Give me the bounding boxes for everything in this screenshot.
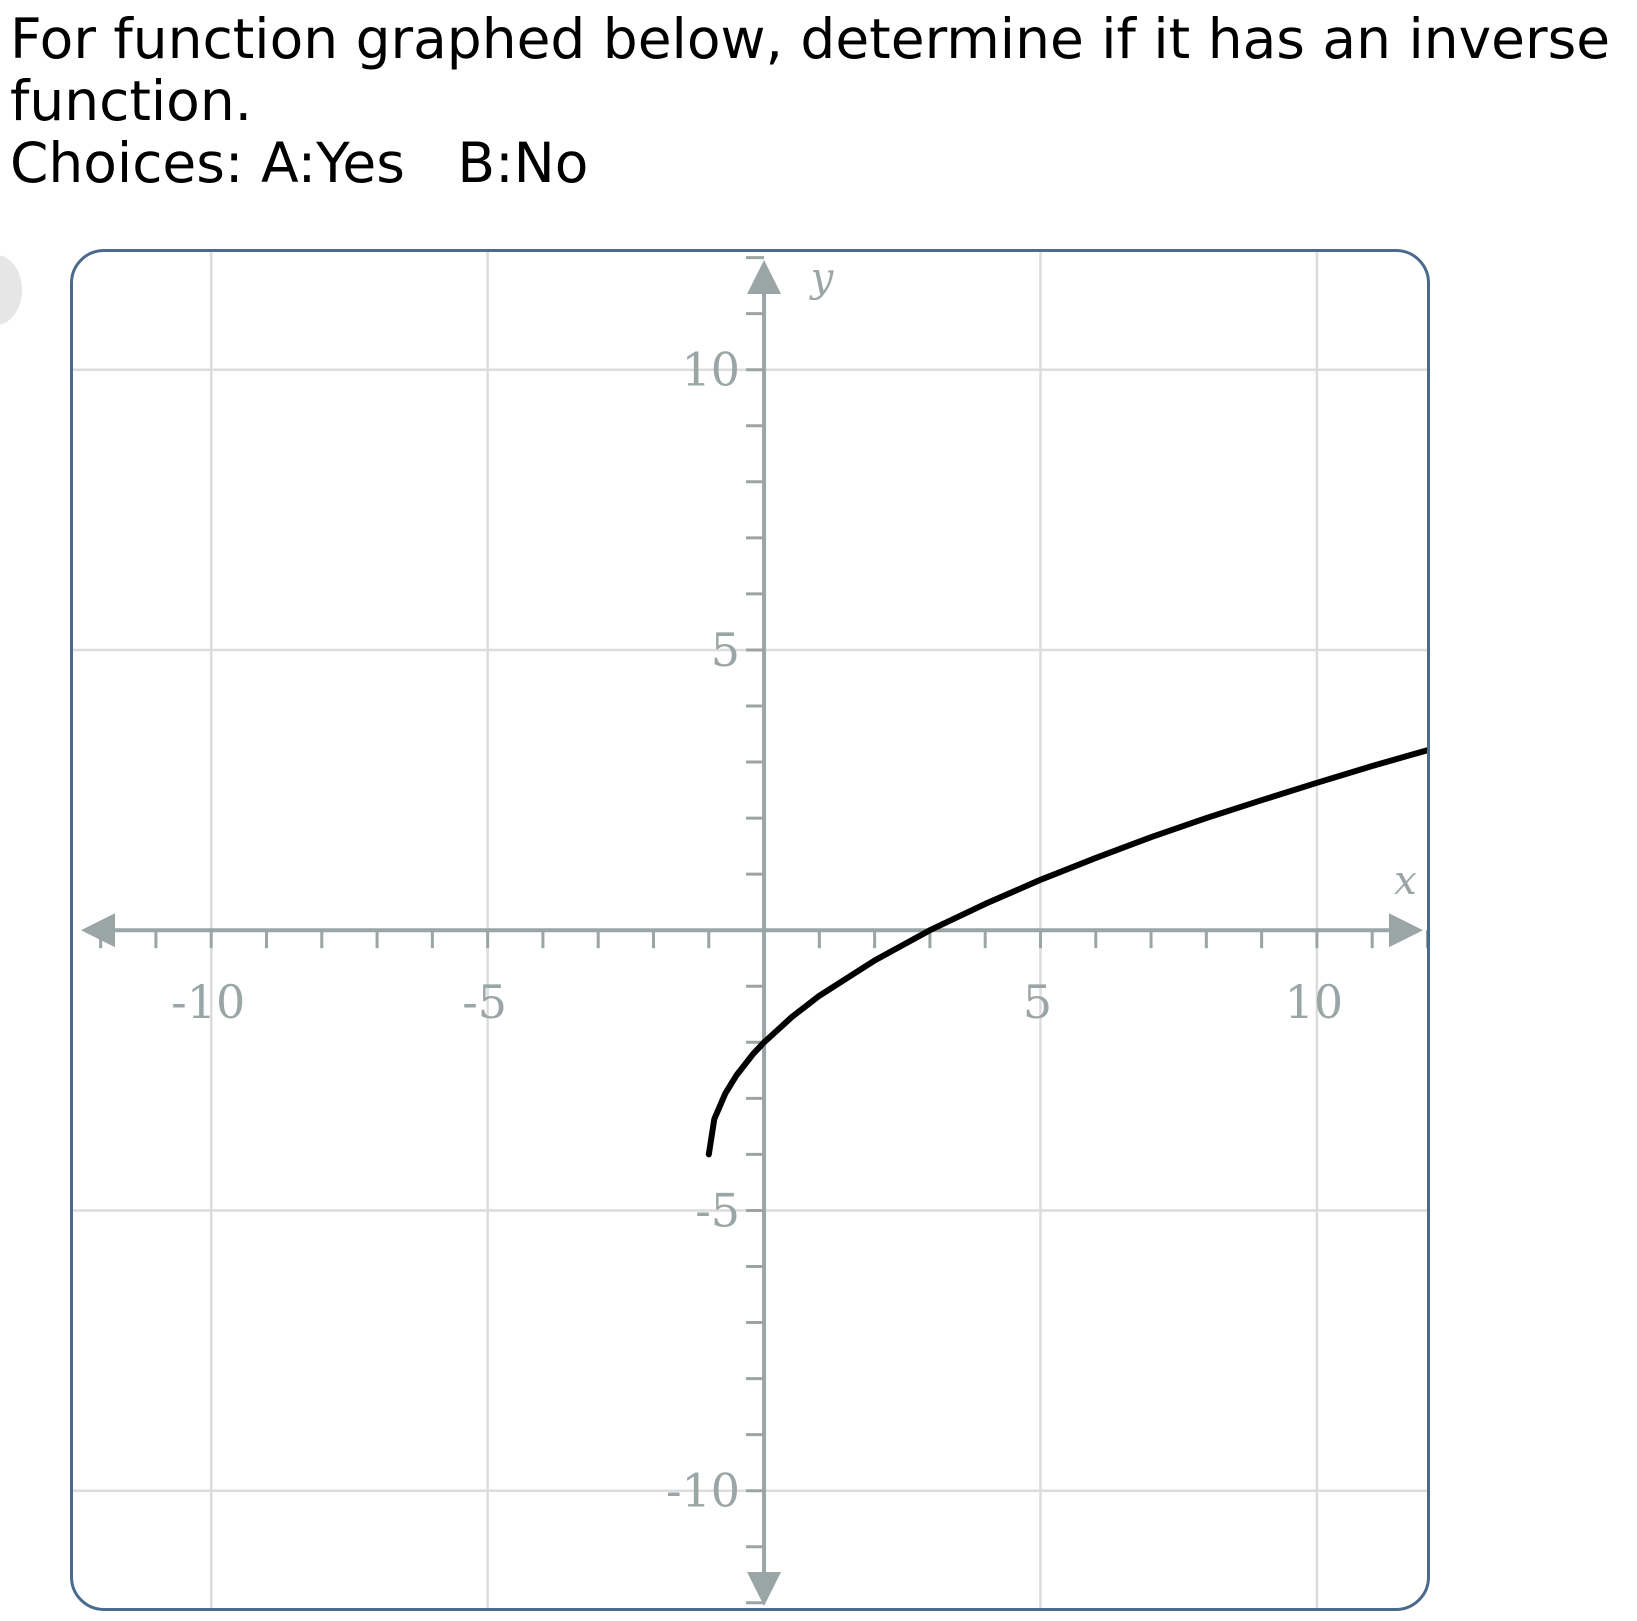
- y-axis-arrow-up: [747, 260, 782, 294]
- partial-circle-decoration: [0, 255, 22, 325]
- y-axis-label: y: [809, 255, 835, 301]
- y-tick-label--10: -10: [666, 1464, 740, 1518]
- function-graph: -10 -5 5 10 10 5 -5 -10 x y: [73, 252, 1427, 1608]
- x-tick-label-10: 10: [1285, 975, 1344, 1029]
- function-curve-0: [705, 747, 1427, 1158]
- y-axis-arrow-down: [747, 1572, 782, 1606]
- graph-frame: -10 -5 5 10 10 5 -5 -10 x y: [70, 249, 1430, 1611]
- x-axis-label: x: [1394, 858, 1417, 904]
- x-tick-label--10: -10: [171, 975, 245, 1029]
- y-tick-label-5: 5: [711, 623, 740, 677]
- choice-b[interactable]: B:No: [457, 131, 589, 195]
- choices-prefix: Choices:: [10, 131, 261, 195]
- question-text: For function graphed below, determine if…: [10, 8, 1630, 194]
- x-axis-arrow-left: [81, 913, 115, 948]
- y-tick-label--5: -5: [695, 1183, 740, 1237]
- choice-a[interactable]: A:Yes: [260, 131, 405, 195]
- y-tick-label-10: 10: [682, 343, 741, 397]
- x-tick-label--5: -5: [462, 975, 507, 1029]
- choices-line: Choices: A:Yes B:No: [10, 132, 1630, 194]
- question-line-1: For function graphed below, determine if…: [10, 7, 1611, 71]
- x-axis-arrow-right: [1389, 913, 1423, 948]
- question-line-2: function.: [10, 69, 253, 133]
- x-tick-label-5: 5: [1023, 975, 1052, 1029]
